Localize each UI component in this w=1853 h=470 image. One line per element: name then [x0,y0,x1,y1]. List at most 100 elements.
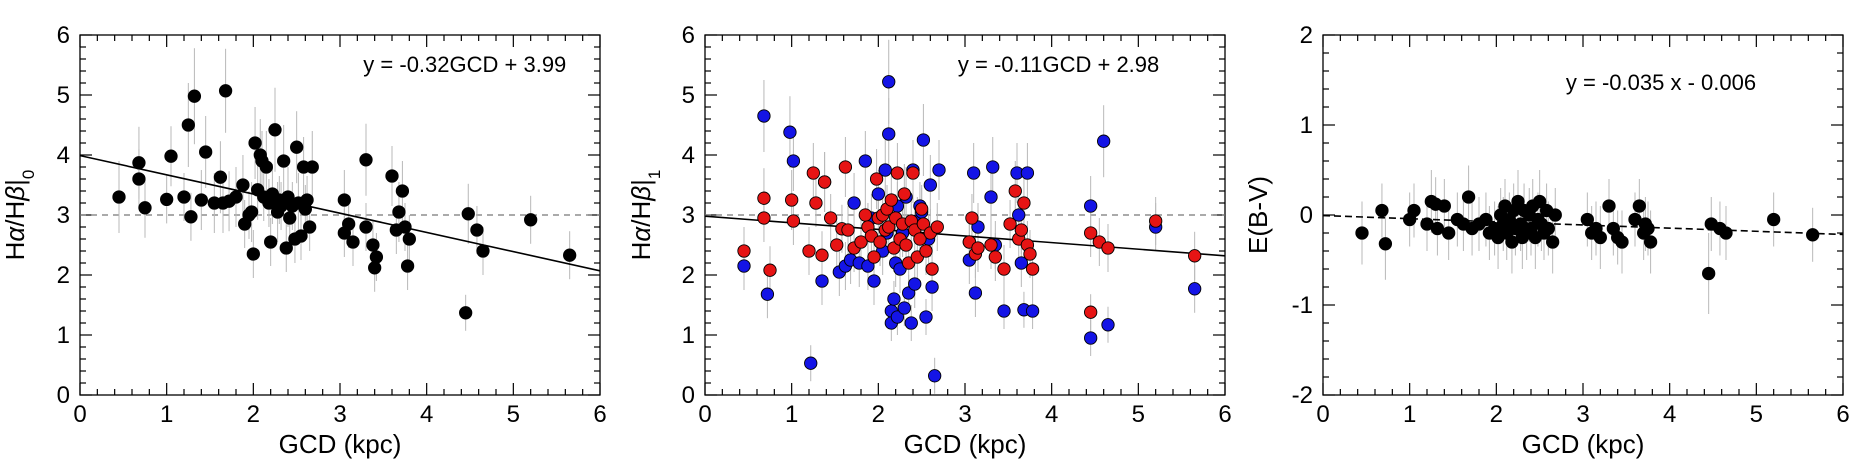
data-point [294,229,308,243]
x-tick-label: 1 [785,401,798,428]
data-point [264,235,278,249]
data-point [1580,212,1594,227]
data-point [132,172,146,186]
data-point [1149,214,1163,228]
y-axis-title-part: | [0,179,30,186]
data-point [244,205,259,219]
x-tick-label: 4 [1663,401,1676,428]
y-axis-title-part: α [0,226,30,242]
fit-line [705,215,1225,257]
data-point [1643,235,1658,249]
data-point [867,274,881,288]
data-point [1355,226,1369,240]
data-point [346,235,360,249]
data-point [1025,262,1040,276]
fit-equation: y = -0.11GCD + 2.98 [958,52,1159,77]
data-point [847,196,861,210]
data-point [300,193,314,207]
y-tick-label: 5 [682,82,695,109]
data-point [283,211,297,225]
y-axis-title-part: H [0,242,30,261]
data-point [1008,184,1022,198]
data-point [871,187,885,201]
data-point [873,235,887,249]
data-point [737,244,751,258]
x-tick-label: 2 [872,401,885,428]
data-point [971,241,985,255]
fit-line [80,154,600,272]
data-point [459,306,473,320]
data-point [160,192,174,207]
y-axis-title-part: E(B-V) [1243,176,1273,254]
data-point [925,262,939,276]
data-point [884,193,898,207]
y-tick-label: 3 [57,202,70,229]
data-point [1442,226,1456,240]
y-tick-label: -1 [1292,292,1313,319]
data-point [259,160,273,174]
data-point [1084,199,1098,213]
data-point [1014,256,1028,270]
y-axis-title-part: 1 [645,170,664,179]
data-point [890,310,905,324]
data-point [817,175,832,189]
data-point [1084,226,1098,240]
data-point [916,133,931,147]
y-tick-label: 0 [1300,202,1313,229]
data-point [932,163,946,177]
data-point [984,190,998,204]
data-point [916,217,931,231]
data-point [967,166,981,180]
data-point [988,250,1002,264]
data-point [246,247,260,261]
x-tick-label: 5 [1750,401,1763,428]
data-point [290,140,304,154]
data-point [824,211,838,225]
data-point [802,244,816,258]
data-point [1593,230,1607,245]
y-axis-title-part: /H [0,201,30,227]
data-point [187,89,202,103]
data-point [858,208,872,222]
data-point [997,304,1011,318]
chart-panel-3: 0 1 2 3 4 5 6 -2 -1 0 1 2 GCD (kpc) E(B-V) y = -0.035 … [1243,22,1850,459]
data-point [1014,223,1028,237]
axis-ticks [79,34,601,396]
y-tick-label: 3 [682,202,695,229]
data-point [984,238,998,252]
data-point [236,178,250,192]
x-axis-title: GCD (kpc) [279,429,402,459]
y-axis-title: E(B-V) [1243,176,1273,254]
data-point [915,202,929,216]
data-point [476,244,490,258]
data-point [1461,190,1476,204]
y-tick-label: 1 [682,322,695,349]
data-point [1012,208,1026,222]
data-point [1632,199,1646,213]
data-point [783,125,797,139]
data-point [925,280,939,294]
data-point [1719,226,1733,240]
data-point [928,369,942,383]
data-point [359,220,373,234]
data-point [809,196,823,210]
y-tick-label: 0 [57,382,70,409]
data-point [904,316,918,330]
data-point [785,193,799,207]
data-point [385,169,399,183]
data-point [194,193,208,207]
x-tick-label: 0 [73,401,86,428]
axis-ticks [1322,34,1844,396]
data-point [869,172,884,186]
data-point [303,220,317,234]
y-axis-title-part: 0 [19,170,38,179]
x-tick-label: 0 [698,401,711,428]
data-point [1615,235,1629,249]
data-point [757,109,771,123]
data-point [1378,237,1393,251]
x-tick-label: 6 [1836,401,1849,428]
data-point [986,160,1000,174]
data-point [906,166,920,180]
